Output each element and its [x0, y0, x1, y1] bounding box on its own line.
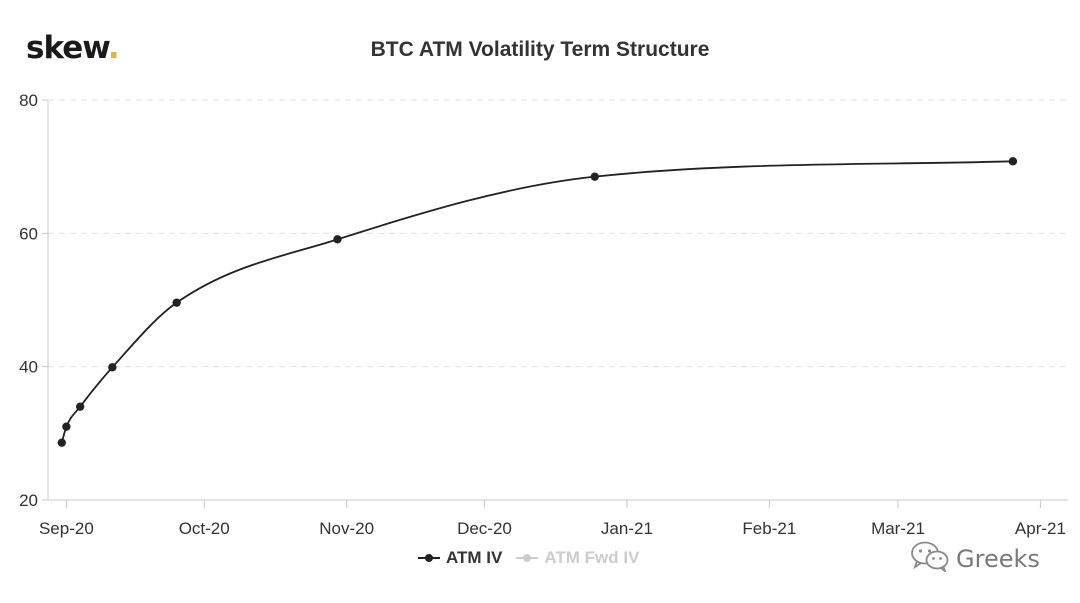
series-line-atm-iv: [60, 160, 1013, 443]
data-point-5: [172, 298, 181, 307]
y-tick-label-20: 20: [19, 491, 38, 510]
x-tick-label-Apr-21: Apr-21: [1015, 519, 1066, 538]
series-layer: [57, 157, 1018, 447]
x-tick-label-Jan-21: Jan-21: [601, 519, 653, 538]
data-point-3: [75, 402, 85, 411]
x-tick-label-Sep-20: Sep-20: [39, 519, 94, 538]
grid-layer: [48, 99, 1068, 368]
x-tick-label-Nov-20: Nov-20: [319, 519, 374, 538]
x-tick-label-Oct-20: Oct-20: [179, 519, 230, 538]
y-tick-label-80: 80: [19, 91, 38, 110]
data-point-4: [108, 363, 117, 372]
data-point-6: [333, 235, 342, 244]
data-point-8: [1008, 157, 1018, 166]
axis-layer: 20 40 60 80 Sep-20 Oct-20 Nov-20 Dec-20 Jan-21 Fe…: [19, 91, 1068, 538]
legend-label-atm-iv: ATM IV: [446, 548, 503, 567]
legend-label-atm-fwd-iv: ATM Fwd IV: [544, 548, 640, 567]
data-point-7: [590, 172, 599, 181]
watermark: Greeks: [910, 540, 1040, 578]
logo-dot: .: [107, 30, 120, 66]
y-tick-label-40: 40: [19, 358, 38, 377]
watermark-text: Greeks: [956, 545, 1040, 573]
legend-item-atm-iv[interactable]: ATM IV: [418, 548, 502, 568]
skew-logo: skew.: [26, 30, 120, 66]
data-point-1: [57, 438, 66, 447]
wechat-icon: [910, 540, 950, 578]
legend-item-atm-fwd-iv[interactable]: ATM Fwd IV: [516, 548, 639, 568]
chart-title: BTC ATM Volatility Term Structure: [370, 38, 710, 61]
x-tick-label-Dec-20: Dec-20: [457, 519, 512, 538]
x-tick-label-Mar-21: Mar-21: [871, 519, 925, 538]
legend-symbol-atm-fwd-iv: [516, 552, 539, 564]
legend-symbol-atm-iv: [418, 552, 440, 564]
legend: ATM IV ATM Fwd IV: [418, 548, 653, 568]
data-point-2: [62, 422, 71, 431]
y-tick-label-60: 60: [19, 224, 38, 243]
x-tick-label-Feb-21: Feb-21: [742, 519, 796, 538]
